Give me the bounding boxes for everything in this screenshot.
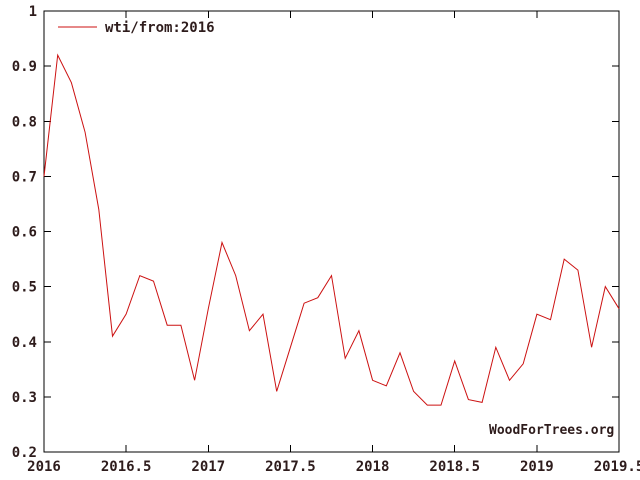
y-axis-tick-labels: 0.2 0.3 0.4 0.5 0.6 0.7 0.8 0.9 1 (12, 4, 37, 461)
x-tick-label: 2019.5 (594, 459, 640, 475)
y-tick-label: 0.8 (12, 114, 37, 130)
legend-label: wti/from:2016 (105, 20, 215, 36)
y-tick-label: 0.6 (12, 225, 37, 241)
x-tick-label: 2018.5 (429, 459, 480, 475)
x-tick-label: 2016 (27, 459, 61, 475)
x-tick-label: 2019 (520, 459, 554, 475)
y-tick-label: 0.7 (12, 169, 37, 185)
x-tick-label: 2016.5 (101, 459, 152, 475)
data-series-line (43, 53, 620, 406)
y-tick-label: 0.3 (12, 390, 37, 406)
y-tick-label: 0.9 (12, 59, 37, 75)
axis-ticks (43, 10, 620, 453)
x-tick-label: 2017.5 (265, 459, 316, 475)
legend: wti/from:2016 (58, 20, 215, 36)
y-tick-label: 0.4 (12, 335, 37, 351)
plot-border (43, 10, 620, 453)
y-tick-label: 1 (29, 4, 37, 20)
x-tick-label: 2018 (356, 459, 390, 475)
watermark-text: WoodForTrees.org (489, 423, 614, 438)
x-tick-label: 2017 (191, 459, 225, 475)
y-tick-label: 0.5 (12, 280, 37, 296)
y-tick-label: 0.2 (12, 445, 37, 461)
x-axis-tick-labels: 2016 2016.5 2017 2017.5 2018 2018.5 2019 2019.5 (27, 459, 640, 475)
